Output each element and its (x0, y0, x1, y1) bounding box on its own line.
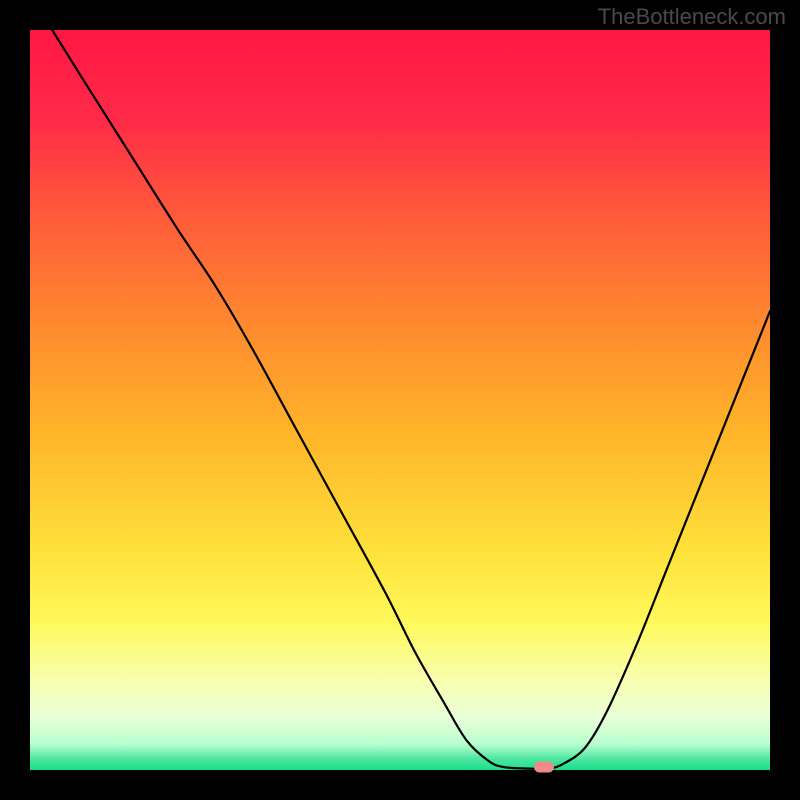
curve-svg (30, 30, 770, 770)
optimum-marker (534, 762, 554, 773)
bottleneck-curve (52, 30, 770, 769)
watermark-text: TheBottleneck.com (598, 4, 786, 30)
plot-area (30, 30, 770, 770)
